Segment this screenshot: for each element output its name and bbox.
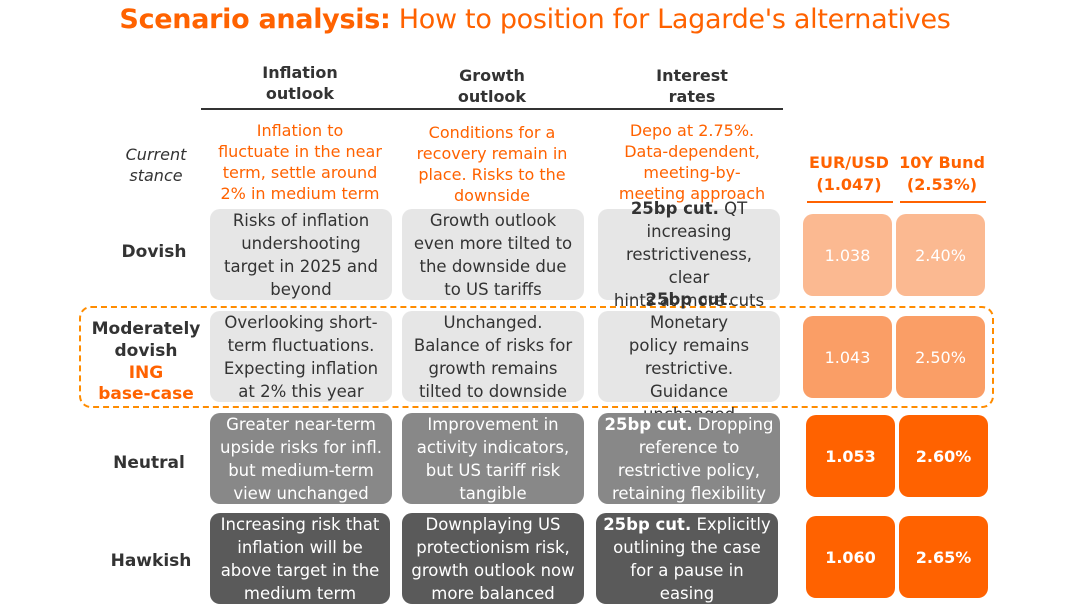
title-rest: How to position for Lagarde's alternativ… — [398, 4, 951, 35]
neutral-rates-bold: 25bp cut. — [604, 414, 693, 434]
moderately-dovish-bund-value: 2.50% — [896, 316, 985, 398]
dovish-bund-value: 2.40% — [896, 214, 985, 296]
header-interest-rates: Interest rates — [656, 66, 728, 106]
moderately-dovish-rates-cell: 25bp cut. Monetary policy remains restri… — [598, 290, 780, 424]
dovish-rates-bold: 25bp cut. — [630, 199, 719, 218]
hawkish-bund-value: 2.65% — [899, 516, 988, 598]
row-label-hawkish: Hawkish — [110, 551, 192, 571]
neutral-rates-rest: Dropping reference to restrictive policy… — [611, 414, 774, 503]
neutral-bund-value: 2.60% — [899, 415, 988, 497]
page-title: Scenario analysis: How to position for L… — [0, 4, 1070, 35]
hawkish-rates-cell: 25bp cut. Explicitly outlining the case … — [596, 513, 778, 604]
eurusd-header: EUR/USD (1.047) — [809, 153, 889, 194]
hawkish-rates-rest: Explicitly outlining the case for a paus… — [613, 514, 771, 603]
moderately-dovish-rates-text: 25bp cut. Monetary policy remains restri… — [604, 288, 774, 426]
base-case-highlight-box — [79, 306, 994, 408]
dovish-rates-text: 25bp cut. QT increasing restrictiveness,… — [604, 197, 774, 312]
dovish-eurusd-value: 1.038 — [803, 214, 892, 296]
neutral-inflation-cell: Greater near-term upside risks for infl.… — [210, 413, 392, 504]
row-label-neutral: Neutral — [113, 453, 185, 473]
dovish-inflation-cell: Risks of inflation undershooting target … — [210, 209, 392, 300]
eurusd-header-underline — [807, 201, 893, 203]
bund-header: 10Y Bund (2.53%) — [899, 153, 985, 194]
dovish-rates-rest: QT increasing restrictiveness, clear hin… — [613, 199, 765, 310]
hawkish-rates-bold: 25bp cut. — [603, 514, 692, 534]
neutral-rates-text: 25bp cut. Dropping reference to restrict… — [605, 413, 774, 505]
current-growth: Conditions for a recovery remain in plac… — [416, 123, 568, 205]
bund-header-underline — [900, 201, 986, 203]
row-label-dovish: Dovish — [121, 242, 187, 262]
current-rates: Depo at 2.75%. Data-dependent, meeting-b… — [618, 121, 766, 203]
current-stance-label: Current stance — [125, 145, 187, 185]
dovish-rates-cell: 25bp cut. QT increasing restrictiveness,… — [598, 199, 780, 310]
moderately-dovish-eurusd-value: 1.043 — [803, 316, 892, 398]
hawkish-growth-cell: Downplaying US protectionism risk, growt… — [402, 513, 584, 604]
moderately-dovish-rates-bold: 25bp cut — [645, 289, 728, 309]
header-inflation-outlook: Inflation outlook — [262, 63, 338, 103]
hawkish-inflation-cell: Increasing risk that inflation will be a… — [210, 513, 390, 604]
moderately-dovish-inflation-cell: Overlooking short- term fluctuations. Ex… — [210, 311, 392, 402]
header-underline — [201, 108, 783, 110]
dovish-growth-cell: Growth outlook even more tilted to the d… — [402, 209, 584, 300]
hawkish-rates-text: 25bp cut. Explicitly outlining the case … — [603, 513, 771, 605]
current-inflation: Inflation to fluctuate in the near term,… — [218, 121, 382, 203]
neutral-growth-cell: Improvement in activity indicators, but … — [402, 413, 584, 504]
row-label-moderately-dovish: Moderately dovish — [91, 319, 201, 361]
ing-base-case-label: ING base-case — [98, 363, 194, 404]
title-bold: Scenario analysis: — [119, 4, 391, 35]
moderately-dovish-rates-rest: . Monetary policy remains restrictive. G… — [628, 289, 750, 424]
hawkish-eurusd-value: 1.060 — [806, 516, 895, 598]
neutral-eurusd-value: 1.053 — [806, 415, 895, 497]
neutral-rates-cell: 25bp cut. Dropping reference to restrict… — [598, 413, 780, 504]
moderately-dovish-growth-cell: Unchanged. Balance of risks for growth r… — [402, 311, 584, 402]
header-growth-outlook: Growth outlook — [457, 66, 527, 106]
